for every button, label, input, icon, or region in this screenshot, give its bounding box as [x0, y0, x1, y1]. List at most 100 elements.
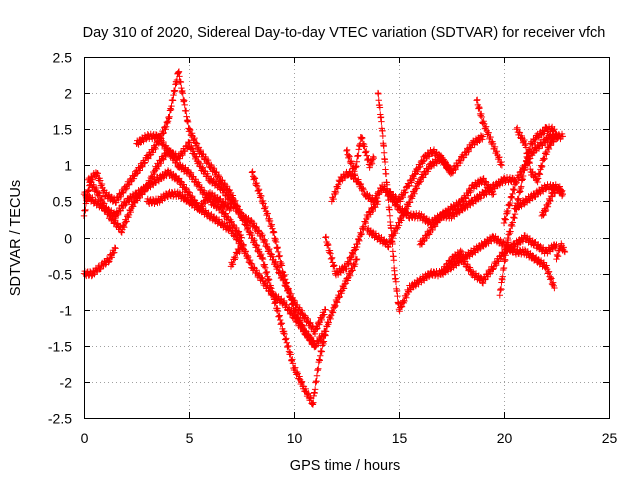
data-point	[437, 152, 445, 159]
data-point	[402, 189, 409, 196]
data-point	[313, 378, 320, 385]
y-ticks: -2.5 -2 -1.5 -1 -0.5 0 0.5 1 1.5 2 2.5	[48, 50, 609, 427]
data-point	[226, 206, 233, 214]
data-point	[309, 400, 316, 407]
data-point	[467, 144, 475, 151]
data-point	[240, 241, 247, 248]
data-point	[503, 245, 511, 252]
data-point	[247, 260, 254, 267]
data-point	[526, 145, 534, 153]
data-point	[356, 237, 363, 245]
data-point	[269, 253, 277, 260]
data-point	[496, 292, 503, 299]
data-point	[227, 205, 235, 212]
data-point	[229, 192, 237, 199]
data-point	[244, 225, 251, 232]
data-point	[507, 194, 515, 201]
data-point	[334, 185, 341, 192]
data-point	[431, 223, 439, 230]
y-tick-label: 2	[64, 86, 72, 102]
x-tick-label: 10	[287, 430, 303, 446]
data-point	[501, 215, 508, 222]
data-point	[370, 154, 377, 162]
data-point	[543, 262, 550, 269]
data-point	[322, 328, 329, 335]
data-point	[401, 297, 408, 305]
data-point	[361, 218, 369, 225]
data-point	[396, 307, 403, 315]
data-point	[121, 224, 128, 231]
data-point	[538, 163, 545, 171]
data-point	[197, 146, 205, 154]
data-point	[229, 261, 237, 268]
data-point	[340, 283, 347, 291]
data-point	[467, 267, 474, 275]
data-point	[235, 228, 243, 235]
data-point	[327, 250, 334, 257]
data-point	[560, 244, 567, 251]
data-point	[515, 204, 522, 211]
data-point	[227, 204, 234, 211]
data-point	[534, 241, 541, 249]
data-point	[548, 275, 555, 282]
data-point	[413, 185, 421, 192]
data-point	[178, 192, 186, 200]
data-point	[545, 269, 552, 276]
data-point	[264, 277, 272, 284]
data-point	[204, 193, 212, 201]
data-point	[515, 195, 522, 202]
data-point	[225, 200, 232, 208]
data-point	[335, 181, 342, 188]
data-point	[504, 207, 512, 215]
data-point	[315, 340, 322, 347]
data-point	[536, 170, 543, 177]
data-point	[329, 308, 336, 316]
series-track-p	[473, 96, 506, 169]
data-point	[428, 163, 435, 170]
data-point	[461, 205, 468, 213]
x-tick-label: 20	[497, 430, 513, 446]
data-point	[181, 101, 188, 109]
data-point	[275, 313, 283, 320]
data-point	[184, 118, 192, 126]
data-point	[368, 160, 376, 167]
data-point	[298, 378, 306, 385]
data-point	[464, 192, 472, 199]
data-point	[519, 238, 527, 245]
data-point	[123, 218, 130, 225]
data-point	[105, 192, 112, 200]
data-point	[338, 290, 345, 297]
data-point	[305, 390, 312, 397]
data-point	[467, 188, 474, 196]
data-point	[393, 199, 400, 206]
data-point	[553, 241, 560, 248]
data-point	[509, 190, 516, 198]
data-point	[457, 247, 464, 255]
data-point	[532, 135, 539, 143]
data-point	[323, 242, 331, 249]
data-point	[192, 154, 199, 161]
data-point	[94, 189, 102, 196]
data-point	[176, 161, 184, 168]
data-point	[549, 193, 556, 200]
data-point	[182, 107, 190, 115]
data-point	[521, 164, 529, 171]
data-point	[472, 197, 479, 204]
data-point	[139, 163, 146, 171]
data-point	[439, 270, 446, 277]
data-point	[317, 336, 325, 344]
data-point	[280, 297, 288, 305]
data-point	[112, 245, 119, 252]
data-point	[180, 181, 187, 188]
data-point	[478, 110, 485, 118]
data-point	[399, 192, 406, 200]
data-point	[547, 142, 555, 149]
data-point	[287, 351, 294, 358]
data-point	[321, 311, 328, 318]
x-tick-label: 5	[186, 430, 194, 446]
data-point	[108, 193, 115, 201]
data-point	[359, 134, 366, 142]
data-point	[479, 133, 487, 140]
data-point	[559, 187, 566, 194]
data-point	[386, 206, 393, 213]
